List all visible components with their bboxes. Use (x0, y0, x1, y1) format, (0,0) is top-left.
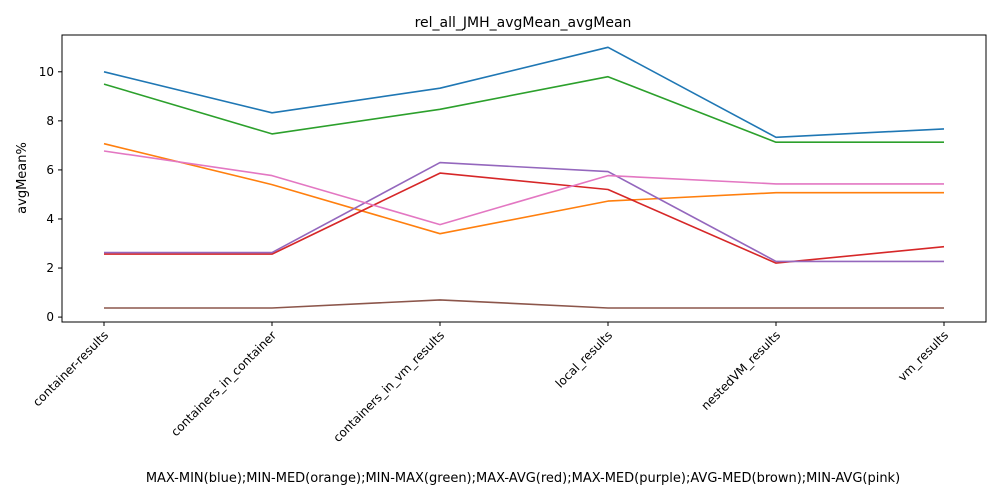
x-axis-label: MAX-MIN(blue);MIN-MED(orange);MIN-MAX(gr… (146, 471, 900, 486)
y-axis-label: avgMean% (15, 142, 30, 214)
x-tick-label: vm_results (895, 328, 951, 384)
series-line-5 (104, 299, 944, 309)
x-tick-label: local_results (553, 328, 615, 390)
y-axis-ticks: 0 2 4 6 8 10 (39, 65, 62, 324)
y-tick-label: 10 (39, 65, 54, 79)
y-tick-label: 8 (46, 114, 54, 128)
x-tick-label: nestedVM_results (698, 328, 783, 413)
series-line-1 (103, 142, 944, 235)
x-tick-label: containers_in_container (168, 328, 279, 439)
y-tick-label: 0 (46, 310, 54, 324)
y-tick-label: 4 (46, 212, 54, 226)
series-line-2 (103, 75, 944, 143)
plot-area (61, 34, 987, 323)
series-line-4 (104, 161, 944, 263)
series-line-6 (103, 150, 944, 226)
x-tick-label: container-results (30, 328, 111, 409)
series-line-0 (103, 46, 945, 139)
y-tick-label: 2 (46, 261, 54, 275)
series-layer (103, 46, 945, 309)
chart-title: rel_all_JMH_avgMean_avgMean (415, 15, 632, 31)
series-line-3 (104, 172, 945, 264)
y-tick-label: 6 (46, 163, 54, 177)
x-tick-label: containers_in_vm_results (330, 328, 447, 445)
x-axis-ticks: container-results containers_in_container… (30, 322, 951, 445)
